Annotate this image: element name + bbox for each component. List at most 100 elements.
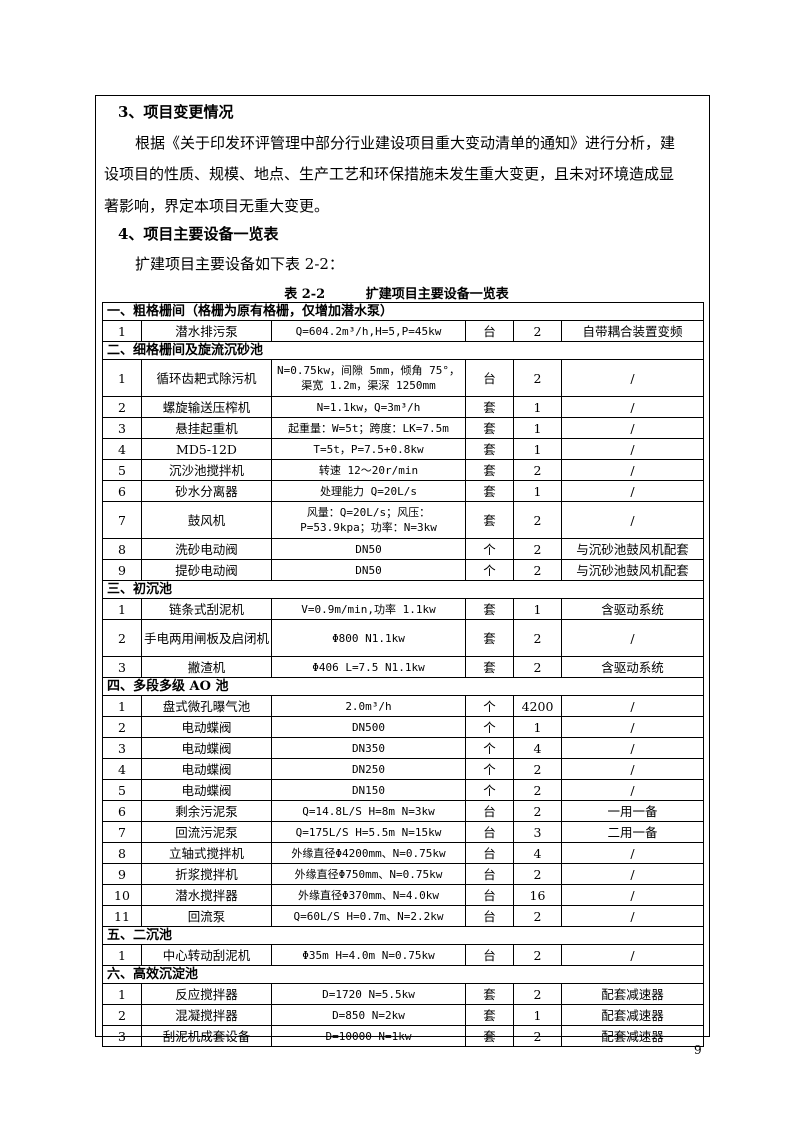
remark: 配套减速器 [560, 1004, 705, 1026]
table-row: 10 潜水搅拌器 外缘直径Φ370mm、N=4.0kw 台 16/ [102, 884, 705, 906]
equipment-spec: Φ35m H=4.0m N=0.75kw [271, 944, 466, 966]
equipment-name: 回流污泥泵 [141, 821, 272, 843]
row-index: 9 [102, 863, 142, 885]
equipment-spec: N=0.75kw，间隙 5mm，倾角 75°，渠宽 1.2m，渠深 1250mm [271, 359, 466, 397]
remark: / [560, 438, 705, 460]
unit: 个 [465, 559, 514, 581]
equipment-spec: Q=604.2m³/h,H=5,P=45kw [271, 320, 466, 342]
remark: 含驱动系统 [560, 656, 705, 678]
equipment-spec: V=0.9m/min,功率 1.1kw [271, 598, 466, 620]
section3-line-2: 设项目的性质、规模、地点、生产工艺和环保措施未发生重大变更，且未对环境造成显 [104, 165, 675, 183]
section-header-row: 六、高效沉淀池 [101, 965, 705, 984]
quantity: 2 [513, 538, 562, 560]
row-index: 3 [102, 1025, 142, 1047]
unit: 套 [465, 459, 514, 481]
unit: 套 [465, 1025, 514, 1047]
unit: 套 [465, 501, 514, 539]
table-row: 1 盘式微孔曝气池 2.0m³/h 个 4200/ [102, 695, 705, 717]
quantity: 2 [513, 359, 562, 397]
unit: 台 [465, 800, 514, 822]
quantity: 4200 [513, 695, 562, 717]
equipment-name: 电动蝶阀 [141, 779, 272, 801]
row-index: 9 [102, 559, 142, 581]
quantity: 3 [513, 821, 562, 843]
table-row: 5 沉沙池搅拌机 转速 12～20r/min 套 2/ [102, 459, 705, 481]
equipment-spec: DN250 [271, 758, 466, 780]
equipment-spec: Q=175L/S H=5.5m N=15kw [271, 821, 466, 843]
unit: 个 [465, 716, 514, 738]
section-title: 五、二沉池 [101, 926, 705, 945]
quantity: 2 [513, 905, 562, 927]
quantity: 2 [513, 619, 562, 657]
row-index: 2 [102, 716, 142, 738]
remark: 二用一备 [560, 821, 705, 843]
remark: / [560, 480, 705, 502]
row-index: 3 [102, 417, 142, 439]
quantity: 1 [513, 1004, 562, 1026]
quantity: 1 [513, 598, 562, 620]
equipment-name: 潜水排污泵 [141, 320, 272, 342]
remark: / [560, 619, 705, 657]
unit: 套 [465, 656, 514, 678]
unit: 套 [465, 417, 514, 439]
equipment-spec: DN50 [271, 559, 466, 581]
row-index: 6 [102, 480, 142, 502]
table-row: 2 混凝搅拌器 D=850 N=2kw 套 1 配套减速器 [102, 1004, 705, 1026]
table-row: 3 刮泥机成套设备 D=10000 N=1kw 套 2 配套减速器 [102, 1025, 705, 1047]
remark: 一用一备 [560, 800, 705, 822]
remark: / [560, 396, 705, 418]
section-title: 三、初沉池 [101, 580, 705, 599]
equipment-name: 电动蝶阀 [141, 758, 272, 780]
table-row: 2 电动蝶阀 DN500 个 1/ [102, 716, 705, 738]
remark: 配套减速器 [560, 983, 705, 1005]
equipment-spec: DN500 [271, 716, 466, 738]
equipment-name: 中心转动刮泥机 [141, 944, 272, 966]
row-index: 1 [102, 598, 142, 620]
equipment-spec: Φ406 L=7.5 N1.1kw [271, 656, 466, 678]
equipment-name: 悬挂起重机 [141, 417, 272, 439]
table-row: 8 洗砂电动阀 DN50 个 2 与沉砂池鼓风机配套 [102, 538, 705, 560]
row-index: 4 [102, 758, 142, 780]
section-title: 四、多段多级 AO 池 [101, 677, 705, 696]
unit: 个 [465, 538, 514, 560]
equipment-name: 折浆搅拌机 [141, 863, 272, 885]
remark: 配套减速器 [560, 1025, 705, 1047]
unit: 套 [465, 438, 514, 460]
unit: 台 [465, 884, 514, 906]
remark: / [560, 884, 705, 906]
remark: / [560, 842, 705, 864]
equipment-name: 回流泵 [141, 905, 272, 927]
quantity: 1 [513, 417, 562, 439]
remark: / [560, 359, 705, 397]
equipment-spec: Φ800 N1.1kw [271, 619, 466, 657]
equipment-spec: 外缘直径Φ4200mm、N=0.75kw [271, 842, 466, 864]
quantity: 1 [513, 396, 562, 418]
equipment-spec: DN50 [271, 538, 466, 560]
section-header-row: 一、粗格栅间（格栅为原有格栅，仅增加潜水泵） [101, 302, 705, 321]
table-title: 扩建项目主要设备一览表 [365, 287, 509, 302]
unit: 个 [465, 779, 514, 801]
table-row: 4 MD5-12D T=5t，P=7.5+0.8kw 套 1/ [102, 438, 705, 460]
unit: 套 [465, 983, 514, 1005]
equipment-spec: 处理能力 Q=20L/s [271, 480, 466, 502]
row-index: 7 [102, 821, 142, 843]
unit: 台 [465, 905, 514, 927]
equipment-spec: N=1.1kw，Q=3m³/h [271, 396, 466, 418]
unit: 套 [465, 1004, 514, 1026]
row-index: 5 [102, 779, 142, 801]
equipment-name: 盘式微孔曝气池 [141, 695, 272, 717]
quantity: 2 [513, 501, 562, 539]
remark: 与沉砂池鼓风机配套 [560, 538, 705, 560]
remark: 与沉砂池鼓风机配套 [560, 559, 705, 581]
row-index: 4 [102, 438, 142, 460]
remark: / [560, 417, 705, 439]
table-row: 3 电动蝶阀 DN350 个 4/ [102, 737, 705, 759]
row-index: 10 [102, 884, 142, 906]
row-index: 8 [102, 538, 142, 560]
quantity: 2 [513, 656, 562, 678]
table-row: 6 剩余污泥泵 Q=14.8L/S H=8m N=3kw 台 2 一用一备 [102, 800, 705, 822]
equipment-spec: 外缘直径Φ750mm、N=0.75kw [271, 863, 466, 885]
equipment-spec: 风量：Q=20L/s；风压：P=53.9kpa；功率：N=3kw [271, 501, 466, 539]
remark: 含驱动系统 [560, 598, 705, 620]
table-row: 9 提砂电动阀 DN50 个 2 与沉砂池鼓风机配套 [102, 559, 705, 581]
